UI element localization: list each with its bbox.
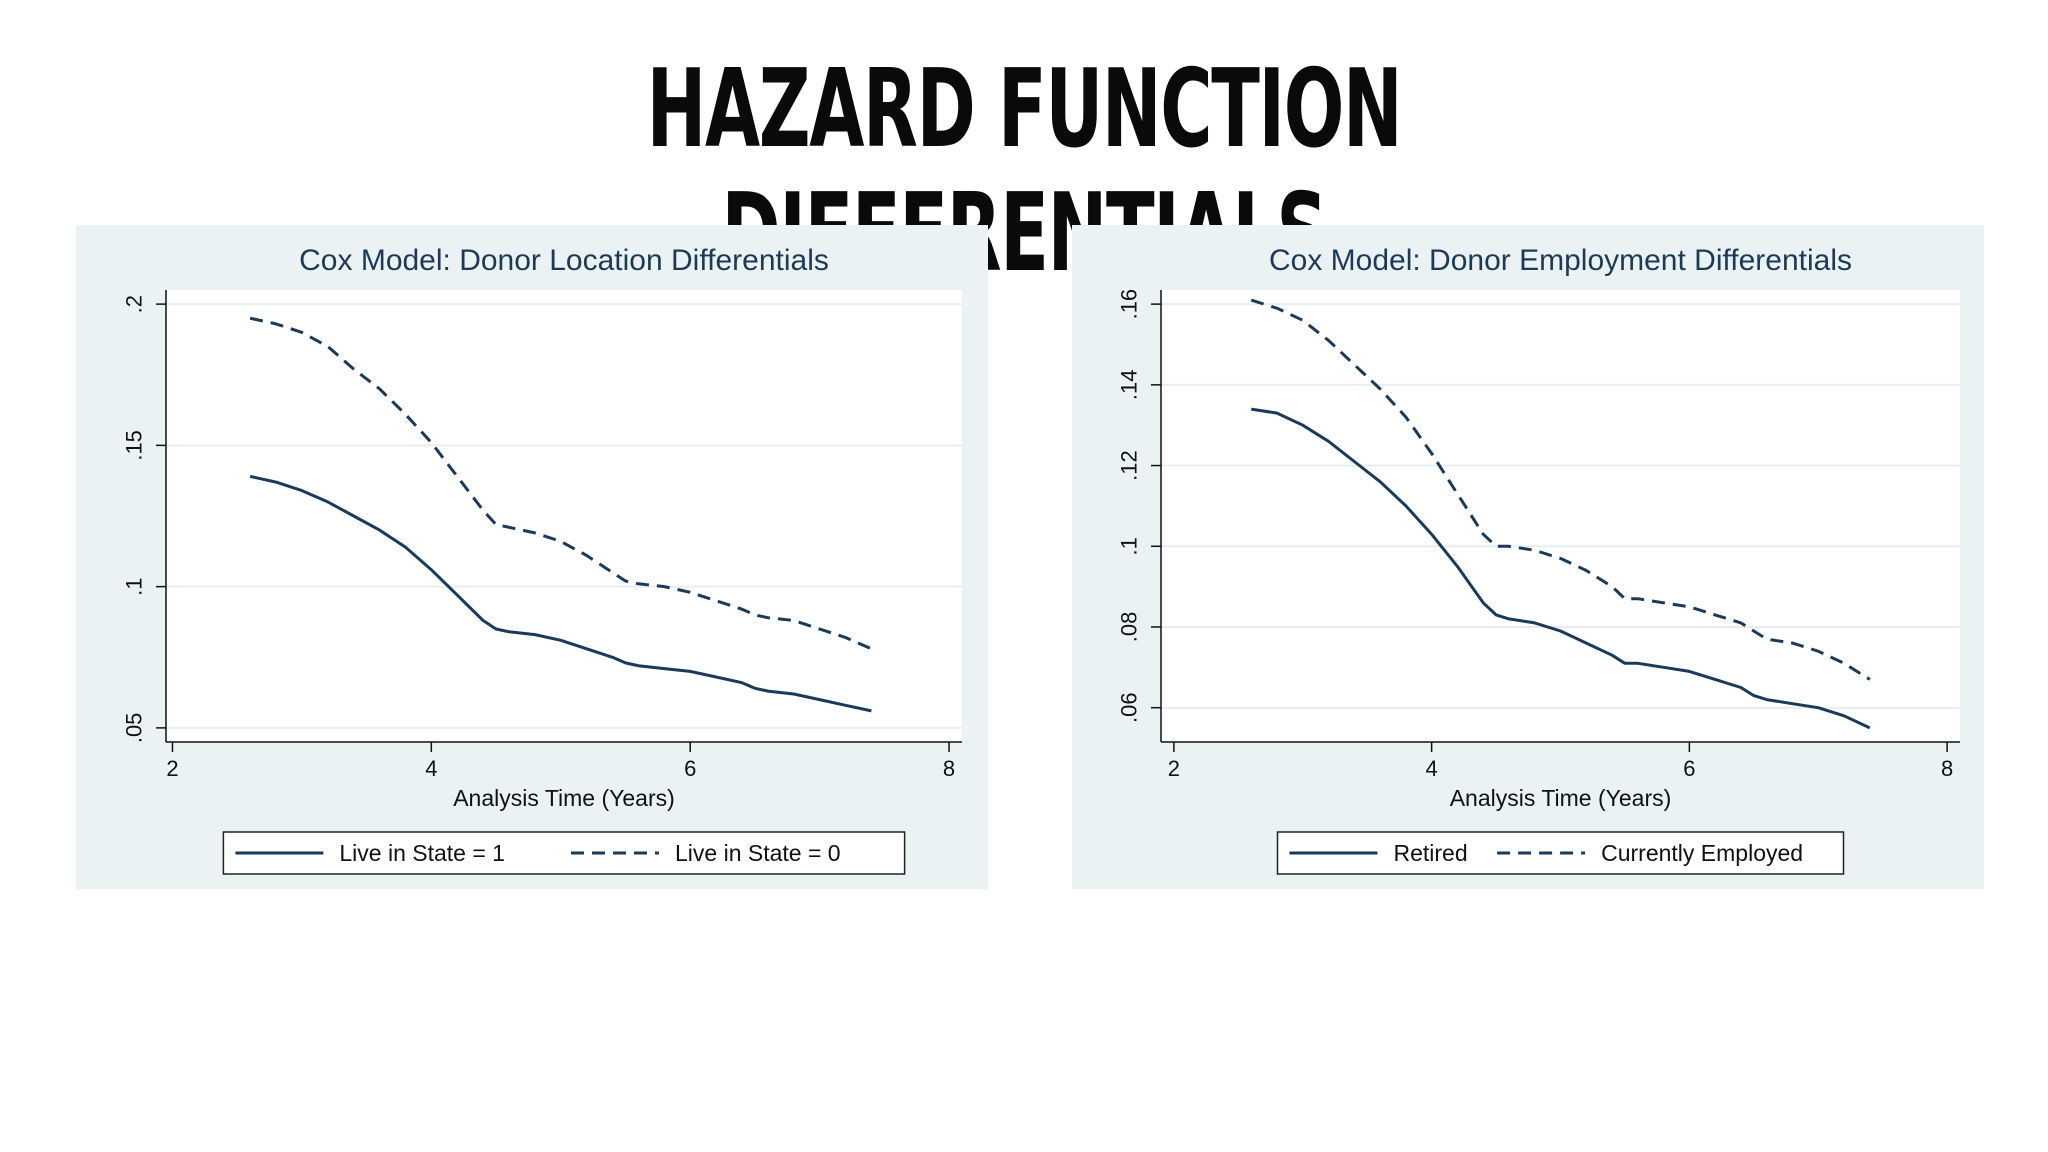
chart-employment-svg: Cox Model: Donor Employment Differential…: [1117, 244, 1960, 875]
x-tick-label: 6: [1683, 756, 1695, 781]
plot-area: [1161, 290, 1960, 742]
y-tick-label: .12: [1117, 450, 1142, 481]
legend: Retired Currently Employed: [1276, 831, 1845, 875]
y-tick-label: .1: [1117, 537, 1142, 555]
y-tick-label: .1: [122, 577, 147, 595]
x-tick-label: 6: [684, 756, 696, 781]
x-tick-label: 4: [425, 756, 437, 781]
chart-title: Cox Model: Donor Location Differentials: [299, 244, 829, 277]
y-tick-label: .2: [122, 295, 147, 313]
chart-location-svg: Cox Model: Donor Location Differentials.…: [122, 244, 962, 875]
legend-label: Retired: [1394, 840, 1468, 866]
series-line-dashed: [249, 316, 872, 651]
legend-label: Live in State = 0: [675, 840, 841, 866]
x-tick-label: 2: [1168, 756, 1180, 781]
x-axis-label: Analysis Time (Years): [453, 785, 675, 811]
series-line-dashed: [1250, 298, 1871, 681]
x-tick-label: 8: [943, 756, 955, 781]
legend-box: [222, 831, 906, 875]
legend-label: Currently Employed: [1601, 840, 1803, 866]
y-tick-label: .05: [122, 713, 147, 744]
chart-title: Cox Model: Donor Employment Differential…: [1269, 244, 1852, 277]
plot-area: [166, 290, 962, 742]
x-tick-label: 2: [166, 756, 178, 781]
y-tick-label: .06: [1117, 692, 1142, 723]
y-tick-label: .14: [1117, 370, 1142, 401]
x-tick-label: 8: [1941, 756, 1953, 781]
y-tick-label: .08: [1117, 612, 1142, 643]
legend-label: Live in State = 1: [339, 840, 505, 866]
series-line-solid: [1250, 407, 1871, 730]
series-line-solid: [249, 474, 872, 713]
y-tick-label: .16: [1117, 289, 1142, 320]
chart-panel-employment: Cox Model: Donor Employment Differential…: [1072, 225, 1984, 889]
x-axis-label: Analysis Time (Years): [1450, 785, 1672, 811]
legend: Live in State = 1 Live in State = 0: [222, 831, 906, 875]
chart-panel-location: Cox Model: Donor Location Differentials.…: [76, 225, 988, 889]
x-tick-label: 4: [1426, 756, 1438, 781]
y-tick-label: .15: [122, 430, 147, 461]
